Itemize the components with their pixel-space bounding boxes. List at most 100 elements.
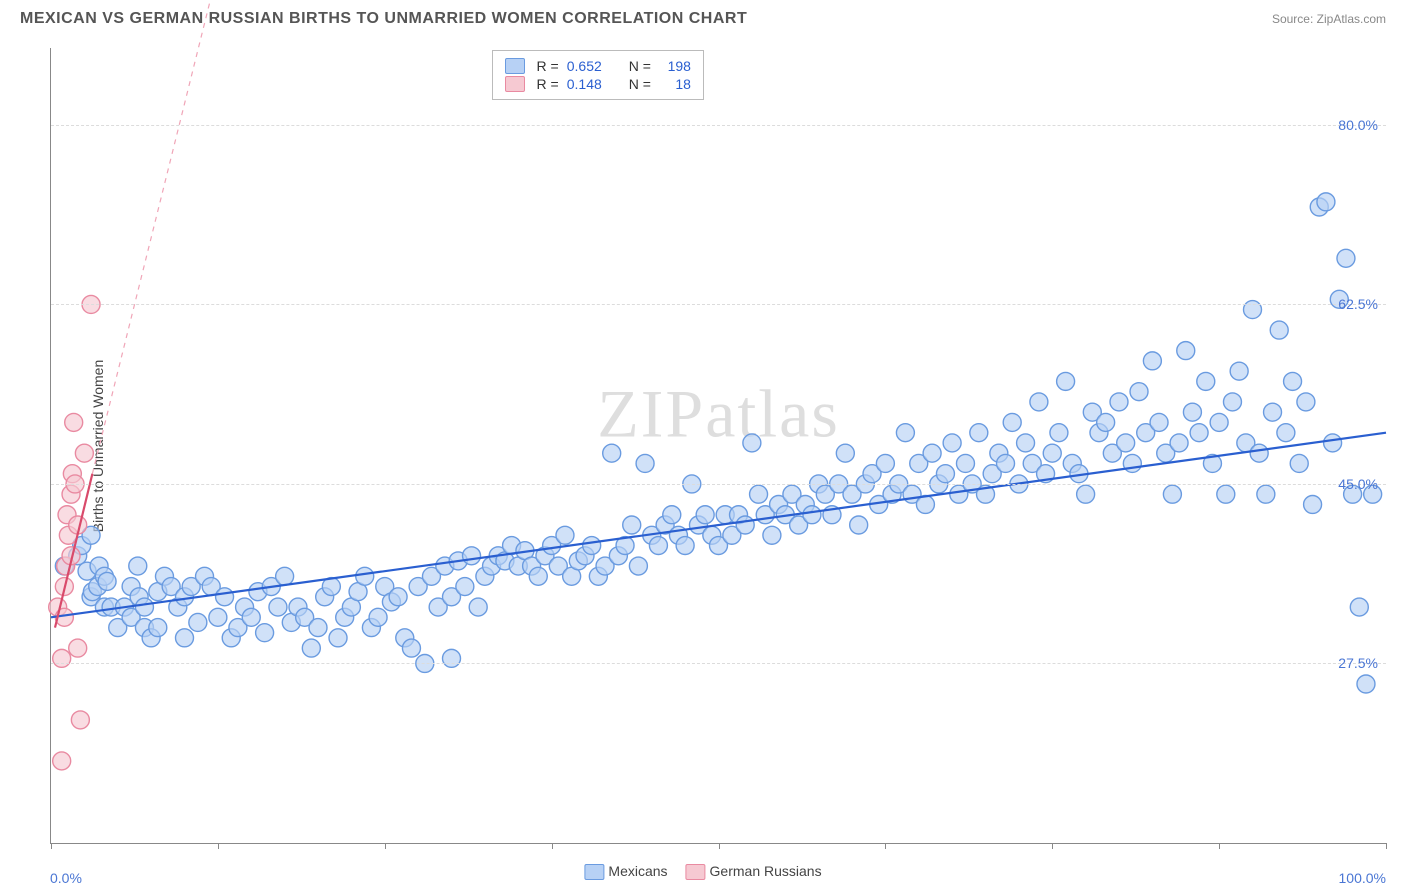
scatter-point [603,444,621,462]
scatter-point [276,567,294,585]
n-value: 198 [659,58,691,74]
scatter-point [1057,372,1075,390]
scatter-point [970,424,988,442]
scatter-point [302,639,320,657]
n-label: N = [629,76,651,92]
scatter-point [1030,393,1048,411]
scatter-point [1197,372,1215,390]
legend-swatch-icon [505,76,525,92]
scatter-point [389,588,407,606]
scatter-point [129,557,147,575]
scatter-point [1177,342,1195,360]
scatter-point [1217,485,1235,503]
scatter-point [71,711,89,729]
scatter-point [1357,675,1375,693]
scatter-point [1123,454,1141,472]
scatter-point [402,639,420,657]
scatter-point [209,608,227,626]
scatter-point [676,537,694,555]
x-tick [885,843,886,849]
scatter-point [1284,372,1302,390]
gridline [51,484,1386,485]
scatter-point [696,506,714,524]
n-value: 18 [659,76,691,92]
scatter-point [1143,352,1161,370]
x-tick [1219,843,1220,849]
scatter-point [750,485,768,503]
scatter-point [803,506,821,524]
scatter-point [135,598,153,616]
scatter-point [242,608,260,626]
scatter-point [636,454,654,472]
correlation-row: R =0.652N =198 [505,58,691,74]
scatter-point [896,424,914,442]
scatter-point [956,454,974,472]
scatter-point [1290,454,1308,472]
scatter-point [309,619,327,637]
scatter-point [763,526,781,544]
scatter-point [469,598,487,616]
scatter-point [997,454,1015,472]
scatter-point [456,578,474,596]
scatter-point [1183,403,1201,421]
scatter-point [75,444,93,462]
scatter-point [1223,393,1241,411]
scatter-point [1337,249,1355,267]
y-tick-label: 27.5% [1338,655,1378,671]
scatter-point [1304,495,1322,513]
legend-swatch-icon [686,864,706,880]
trend-extension [92,0,358,474]
scatter-point [1190,424,1208,442]
scatter-point [65,413,83,431]
scatter-point [356,567,374,585]
scatter-point [1277,424,1295,442]
scatter-point [556,526,574,544]
scatter-point [876,454,894,472]
y-tick-label: 62.5% [1338,296,1378,312]
scatter-point [53,752,71,770]
scatter-point [649,537,667,555]
scatter-point [943,434,961,452]
r-label: R = [537,76,559,92]
scatter-point [69,639,87,657]
x-tick [552,843,553,849]
scatter-point [1270,321,1288,339]
scatter-point [369,608,387,626]
scatter-point [463,547,481,565]
legend-item: German Russians [686,863,822,880]
correlation-row: R = 0.148 N = 18 [505,76,691,92]
legend-swatch-icon [584,864,604,880]
legend-label: Mexicans [608,863,667,879]
scatter-point [149,619,167,637]
correlation-legend: R =0.652N =198 R = 0.148 N = 18 [492,50,704,100]
x-tick [385,843,386,849]
scatter-point [1264,403,1282,421]
scatter-point [1210,413,1228,431]
scatter-point [1077,485,1095,503]
x-tick [719,843,720,849]
x-tick [1386,843,1387,849]
scatter-point [529,567,547,585]
scatter-point [1257,485,1275,503]
scatter-point [269,598,287,616]
x-tick [1052,843,1053,849]
scatter-point [583,537,601,555]
scatter-point [53,649,71,667]
scatter-point [98,572,116,590]
scatter-point [1350,598,1368,616]
chart-header: MEXICAN VS GERMAN RUSSIAN BIRTHS TO UNMA… [0,0,1406,33]
x-tick [51,843,52,849]
x-tick-label: 0.0% [50,870,82,886]
scatter-point [1170,434,1188,452]
r-value: 0.148 [567,76,615,92]
scatter-point [256,624,274,642]
scatter-point [1017,434,1035,452]
chart-title: MEXICAN VS GERMAN RUSSIAN BIRTHS TO UNMA… [20,10,747,28]
scatter-point [923,444,941,462]
scatter-point [1003,413,1021,431]
scatter-point [836,444,854,462]
scatter-point [1244,301,1262,319]
scatter-point [443,649,461,667]
scatter-point [176,629,194,647]
x-tick [218,843,219,849]
